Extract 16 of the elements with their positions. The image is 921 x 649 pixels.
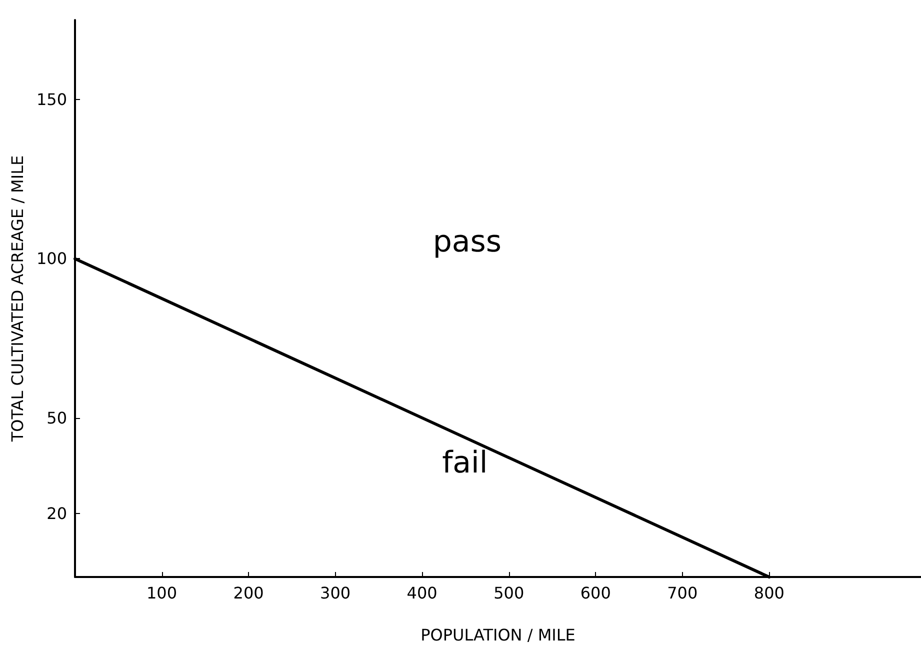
y-tick-label: 150 [36, 90, 67, 110]
y-tick-label: 20 [46, 504, 67, 523]
y-tick-label: 100 [36, 249, 67, 268]
x-tick-label: 300 [320, 584, 351, 602]
x-axis-title: POPULATION / MILE [420, 626, 576, 644]
x-tick-label: 700 [667, 584, 698, 602]
x-tick-label: 400 [406, 584, 438, 602]
x-tick-label: 800 [754, 584, 784, 602]
x-tick-label: 500 [494, 584, 524, 602]
annotation: pass [432, 224, 502, 260]
x-tick-label: 600 [580, 584, 611, 602]
x-tick-label: 200 [233, 584, 264, 602]
y-tick-label: 50 [46, 408, 67, 428]
y-axis-title: TOTAL CULTIVATED ACREAGE / MILE [8, 155, 28, 443]
x-tick-label: 100 [146, 584, 178, 602]
annotation: fail [442, 445, 488, 480]
